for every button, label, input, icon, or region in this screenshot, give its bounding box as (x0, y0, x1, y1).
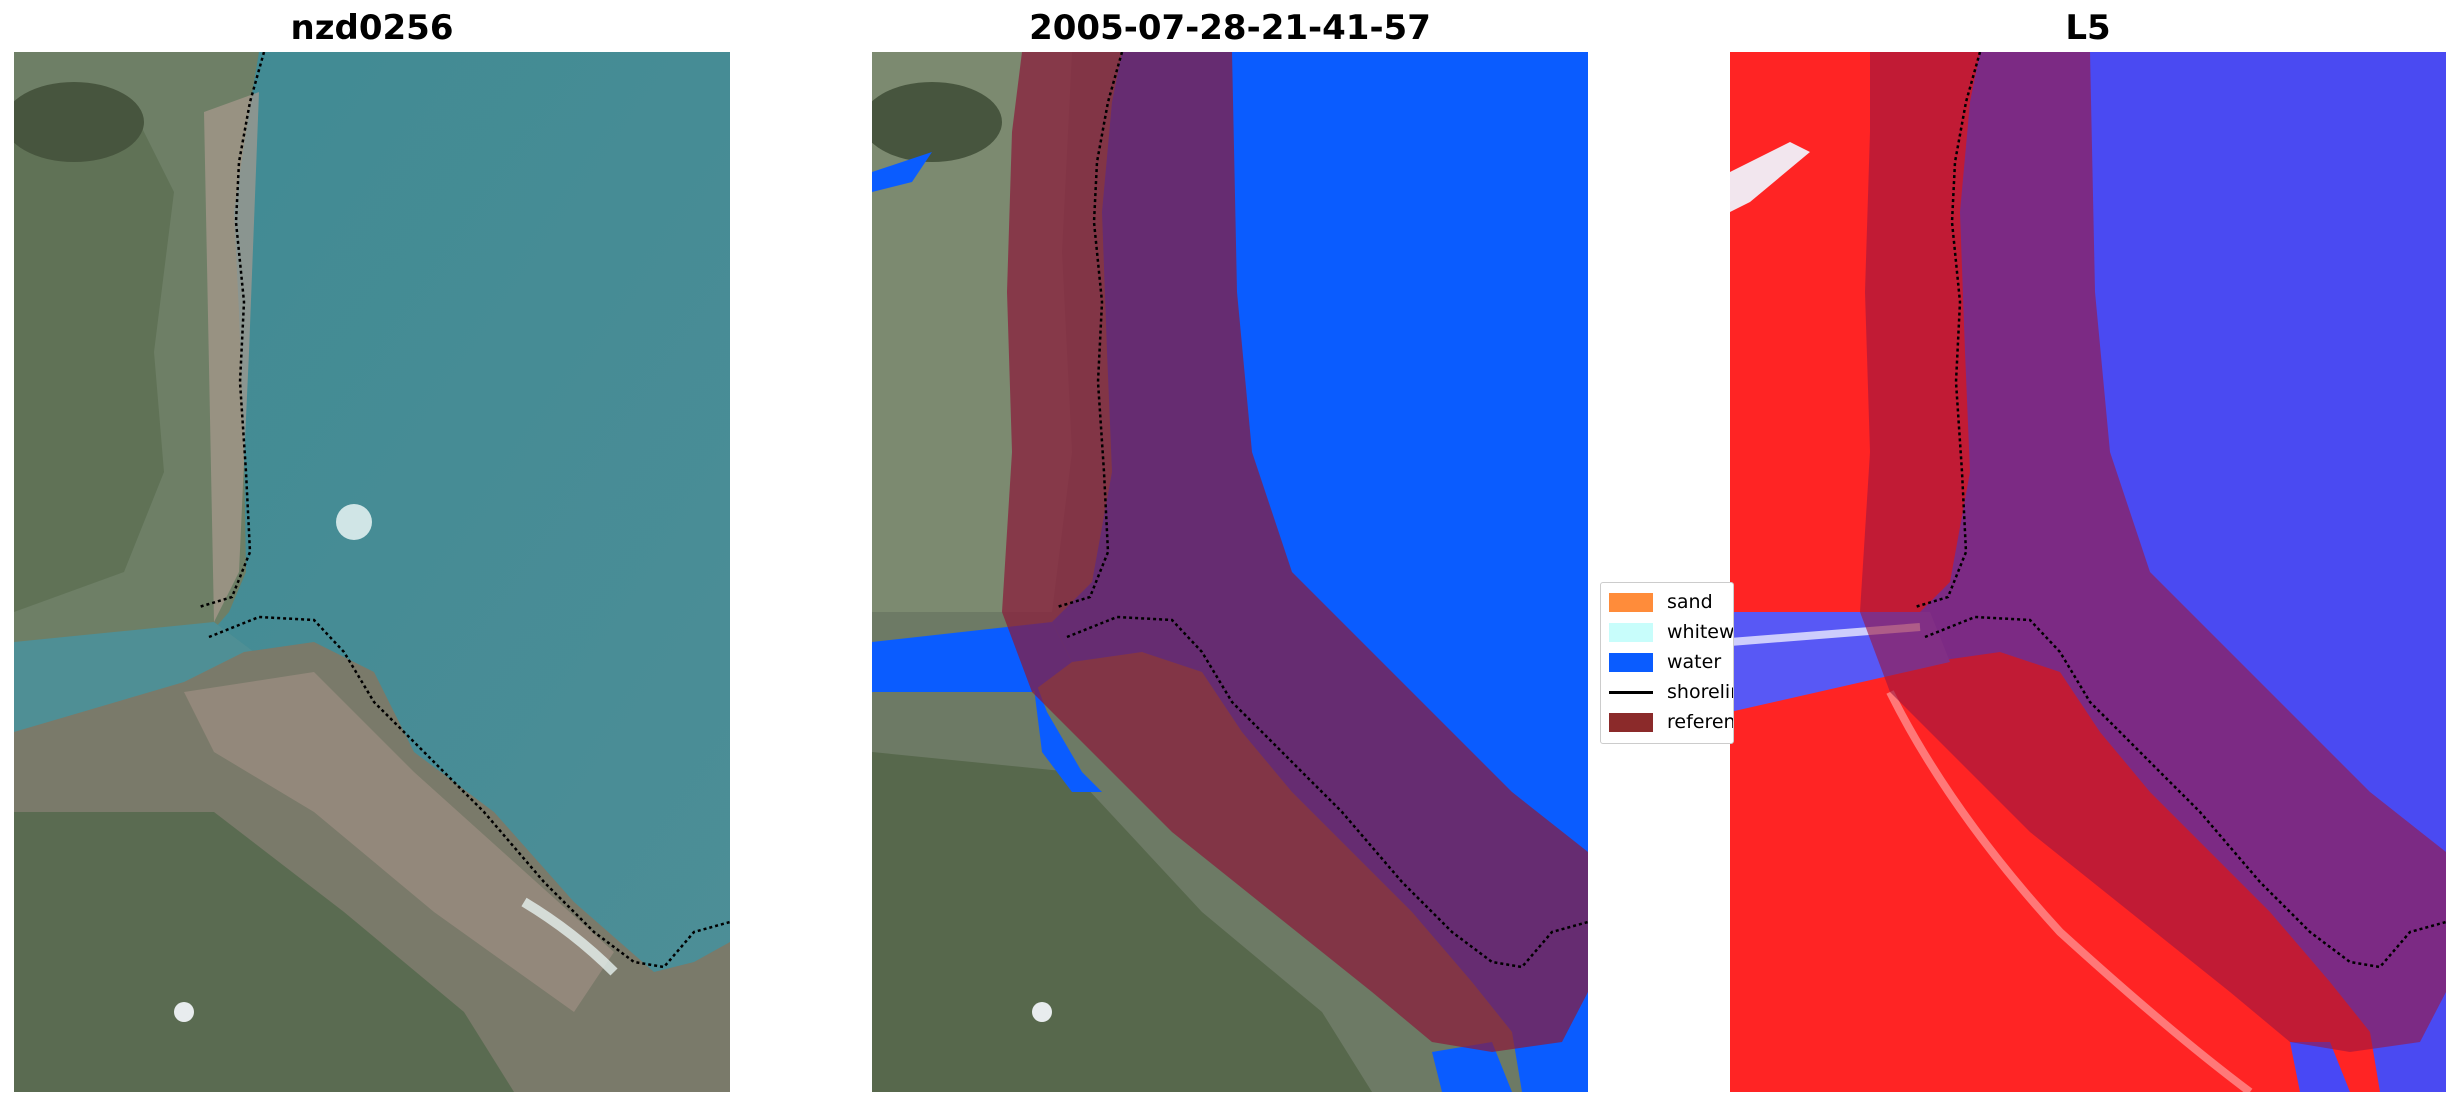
sand-swatch (1609, 592, 1653, 612)
legend-label: water (1667, 651, 1722, 673)
legend-item-reference: reference (1609, 709, 1733, 735)
water-swatch (1609, 652, 1653, 672)
legend-item-sand: sand (1609, 589, 1713, 615)
legend: sand whitewater water shoreline referenc… (1600, 582, 1734, 744)
legend-label: sand (1667, 591, 1713, 613)
legend-label: shoreline (1667, 681, 1733, 703)
legend-item-water: water (1609, 649, 1721, 675)
shoreline-lower (208, 615, 730, 969)
reference-buffer[interactable] (1860, 52, 2446, 1052)
legend-item-shoreline: shoreline (1609, 679, 1733, 705)
legend-item-whitewater: whitewater (1609, 619, 1734, 645)
reference-swatch (1609, 712, 1653, 732)
left-panel-title: nzd0256 (290, 8, 454, 48)
rgb-image (14, 52, 730, 1092)
shoreline-lower (1066, 615, 1588, 969)
shoreline-upper (198, 52, 266, 609)
shoreline-swatch (1609, 690, 1653, 694)
index-image (1730, 52, 2446, 1092)
whitewater-swatch (1609, 622, 1653, 642)
classification-image (872, 52, 1588, 1092)
legend-label: reference (1667, 711, 1733, 733)
middle-panel-title: 2005-07-28-21-41-57 (1029, 8, 1431, 48)
right-panel-title: L5 (2065, 8, 2111, 48)
classification-panel (872, 52, 1588, 1092)
shoreline-upper (1914, 52, 1982, 609)
reference-buffer[interactable] (1002, 52, 1588, 1052)
shoreline-lower (1924, 615, 2446, 969)
index-panel (1730, 52, 2446, 1092)
shoreline-upper (1056, 52, 1124, 609)
legend-label: whitewater (1667, 621, 1734, 643)
rgb-image-panel (14, 52, 730, 1092)
